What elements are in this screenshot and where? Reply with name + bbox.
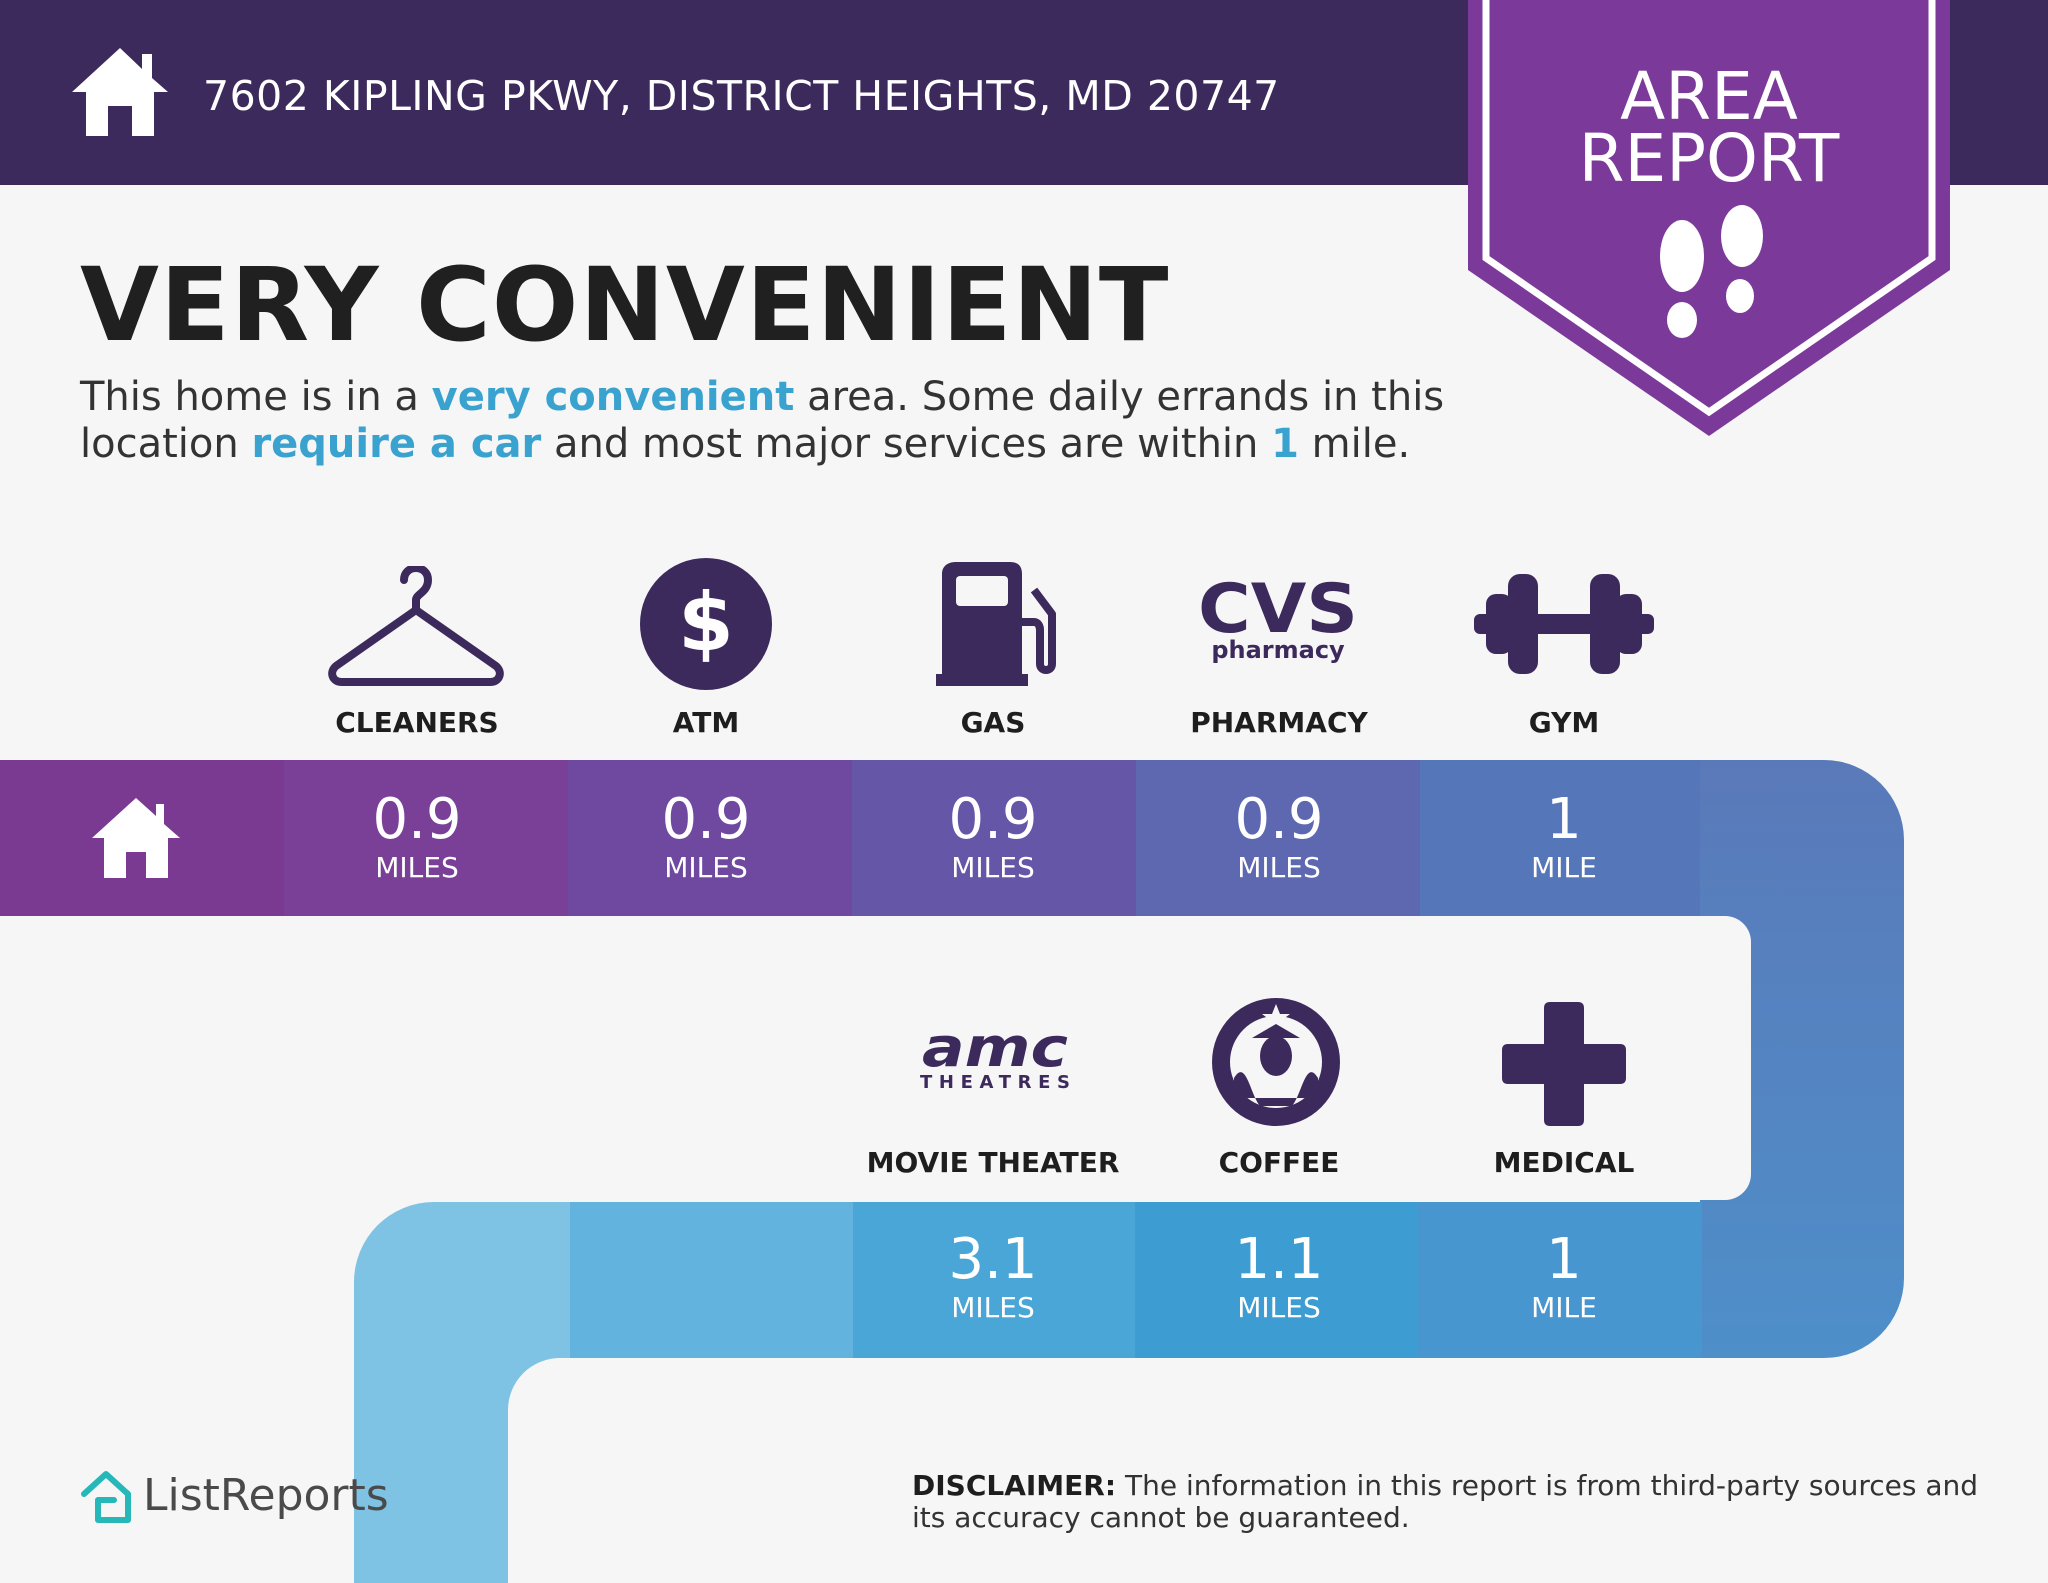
distance-value: 0.9 (661, 787, 751, 852)
listreports-brand: ListReports (143, 1470, 389, 1521)
road-turn-right (1700, 760, 1904, 1358)
distance-value: 0.9 (948, 787, 1038, 852)
svg-text:$: $ (678, 576, 734, 669)
desc-text-1: This home is in a (80, 374, 432, 420)
badge-title-line2: REPORT (1578, 120, 1840, 197)
listreports-logo-icon (81, 1471, 131, 1523)
cvs-logo-sub: pharmacy (1211, 636, 1345, 664)
road-segment-pharmacy (1136, 760, 1420, 916)
road-turn-left (354, 1202, 570, 1583)
distance-value: 1 (1546, 787, 1582, 852)
road-segment-empty (568, 1202, 853, 1358)
desc-highlight-2: require a car (251, 421, 542, 467)
label-movie-theater: MOVIE THEATER (866, 1146, 1120, 1179)
road-segment-medical (1417, 1202, 1702, 1358)
road-segment-gym (1420, 760, 1704, 916)
cvs-logo-main: CVS (1198, 572, 1358, 649)
label-pharmacy: PHARMACY (1190, 706, 1368, 739)
distance-unit: MILES (1237, 851, 1321, 884)
label-medical: MEDICAL (1493, 1146, 1635, 1179)
distance-value: 1.1 (1234, 1227, 1324, 1292)
road-segment-coffee (1134, 1202, 1418, 1358)
desc-highlight-1: very convenient (431, 374, 795, 420)
road-segment-atm (568, 760, 852, 916)
distance-unit: MILES (951, 851, 1035, 884)
dumbbell-icon (1474, 574, 1654, 674)
badge-title-line1: AREA (1620, 58, 1798, 135)
distance-gas: 0.9 MILES (851, 790, 1135, 884)
distance-pharmacy: 0.9 MILES (1137, 790, 1421, 884)
gas-pump-icon (936, 562, 1056, 686)
distance-unit: MILES (664, 851, 748, 884)
starbucks-logo (1212, 998, 1340, 1126)
amc-logo-main: amc (922, 1026, 1068, 1079)
distance-medical: 1 MILE (1422, 1230, 1706, 1324)
label-atm: ATM (672, 706, 740, 739)
desc-highlight-3: 1 (1271, 421, 1299, 467)
distance-unit: MILES (951, 1291, 1035, 1324)
hanger-icon (328, 566, 504, 686)
distance-coffee: 1.1 MILES (1137, 1230, 1421, 1324)
disclaimer: DISCLAIMER: The information in this repo… (912, 1470, 1992, 1534)
desc-text-2: area. Some daily errands in this locatio… (80, 374, 1445, 467)
footprints-icon (1660, 205, 1763, 338)
property-address: 7602 KIPLING PKWY, DISTRICT HEIGHTS, MD … (203, 72, 1280, 120)
road-segment-movie (852, 1202, 1135, 1358)
amc-logo: amc THEATRES (920, 1026, 1070, 1092)
distance-value: 1 (1546, 1227, 1582, 1292)
distance-value: 3.1 (948, 1227, 1038, 1292)
label-gas: GAS (960, 706, 1026, 739)
area-report-badge (1468, 0, 1950, 436)
distance-unit: MILE (1531, 1291, 1597, 1324)
house-icon (72, 48, 168, 136)
distance-atm: 0.9 MILES (564, 790, 848, 884)
page-title: VERY CONVENIENT (80, 246, 1170, 365)
distance-gym: 1 MILE (1422, 790, 1706, 884)
distance-movie-theater: 3.1 MILES (851, 1230, 1135, 1324)
medical-cross-icon (1502, 1002, 1626, 1126)
distance-value: 0.9 (1234, 787, 1324, 852)
distance-cleaners: 0.9 MILES (275, 790, 559, 884)
road-segment-cleaners (284, 760, 568, 916)
desc-text-4: mile. (1298, 421, 1411, 467)
cvs-logo: CVS pharmacy (1198, 572, 1358, 664)
disclaimer-label: DISCLAIMER: (912, 1469, 1117, 1502)
distance-unit: MILES (1237, 1291, 1321, 1324)
distance-value: 0.9 (372, 787, 462, 852)
distance-unit: MILE (1531, 851, 1597, 884)
label-cleaners: CLEANERS (335, 706, 499, 739)
label-coffee: COFFEE (1218, 1146, 1340, 1179)
desc-text-3: and most major services are within (541, 421, 1272, 467)
home-icon (92, 798, 180, 878)
summary-description: This home is in a very convenient area. … (80, 374, 1500, 468)
distance-unit: MILES (375, 851, 459, 884)
road-segment-gas (852, 760, 1136, 916)
label-gym: GYM (1528, 706, 1600, 739)
dollar-icon: $ (640, 558, 772, 690)
disclaimer-text: The information in this report is from t… (912, 1469, 1979, 1534)
